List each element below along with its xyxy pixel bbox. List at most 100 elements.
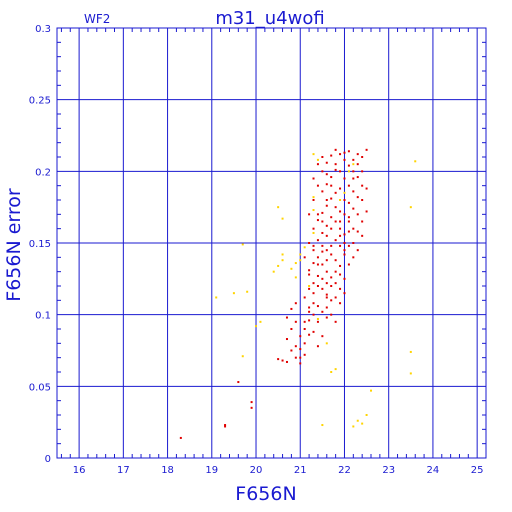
data-point [303,342,306,345]
data-point [285,316,288,319]
data-point [330,176,333,179]
data-point [259,320,262,323]
data-point [334,368,337,371]
data-point [325,249,328,252]
data-point [356,230,359,233]
data-point [343,177,346,180]
data-point [294,302,297,305]
data-point [347,244,350,247]
data-point [308,213,311,216]
data-point [334,168,337,171]
data-point [325,282,328,285]
data-point [281,253,284,256]
data-point [409,350,412,353]
data-point [339,287,342,290]
y-tick-labels: 0 0.05 0.1 0.15 0.2 0.25 0.3 [29,24,51,465]
data-point [316,274,319,277]
data-point [352,190,355,193]
data-point [321,170,324,173]
data-point [334,282,337,285]
data-point [361,220,364,223]
data-point [339,187,342,190]
data-point [352,170,355,173]
y-tick-label: 0.25 [29,96,51,107]
data-point [339,170,342,173]
data-point [290,307,293,310]
data-point [308,269,311,272]
data-point [308,306,311,309]
data-point [250,401,253,404]
data-point [321,244,324,247]
data-point [299,356,302,359]
data-point [330,285,333,287]
data-point [312,262,315,265]
data-point [321,277,324,280]
data-point [339,264,342,267]
data-point [343,233,346,236]
data-point [312,227,315,230]
data-point [343,213,346,216]
data-point [339,227,342,230]
data-point [325,296,328,299]
data-point [330,244,333,247]
data-point [352,207,355,210]
data-point [321,424,324,427]
data-point [290,349,293,352]
data-point [325,204,328,207]
data-point [339,153,342,156]
data-point [316,239,319,242]
data-point [334,206,337,209]
data-point [250,406,253,409]
data-point [334,259,337,262]
data-point [334,320,337,323]
data-point [343,277,346,280]
data-point [343,158,346,161]
data-point [277,358,280,361]
data-point [285,338,288,341]
data-point [347,150,350,153]
chart-title: m31_u4wofi [215,8,324,29]
data-point [352,242,355,244]
data-point [330,197,333,200]
data-point [330,184,333,187]
data-point [352,256,355,259]
data-point [347,201,350,204]
data-point [343,249,346,252]
data-point [325,270,328,273]
x-tick-label: 18 [161,465,174,476]
data-point [330,154,333,157]
data-point [316,163,319,166]
data-point [308,333,311,336]
data-point [334,148,337,151]
data-point [339,220,342,223]
data-point [321,287,324,290]
data-point [361,199,364,201]
data-point [303,328,306,330]
data-point [343,199,346,201]
x-tick-labels: 16 17 18 19 20 21 22 23 24 25 [73,465,484,476]
data-point [255,325,258,328]
y-tick-label: 0.15 [29,239,51,250]
data-point [347,230,350,233]
data-point [294,276,297,279]
y-tick-label: 0.3 [35,24,51,35]
data-point [325,161,328,164]
data-point [365,187,368,190]
data-point [356,163,359,166]
data-point [352,158,355,161]
data-point [312,244,315,247]
y-tick-label: 0.2 [35,167,51,178]
data-point [321,335,324,338]
data-point [308,285,311,287]
data-point [312,292,315,295]
data-point [308,310,311,313]
data-point [361,170,364,173]
data-point [277,206,280,209]
data-point [321,211,324,214]
data-point [224,424,227,427]
data-point [303,353,306,356]
x-axis-label: F656N [235,483,296,505]
data-point [272,270,275,273]
data-point [312,302,315,305]
data-point [370,389,373,392]
